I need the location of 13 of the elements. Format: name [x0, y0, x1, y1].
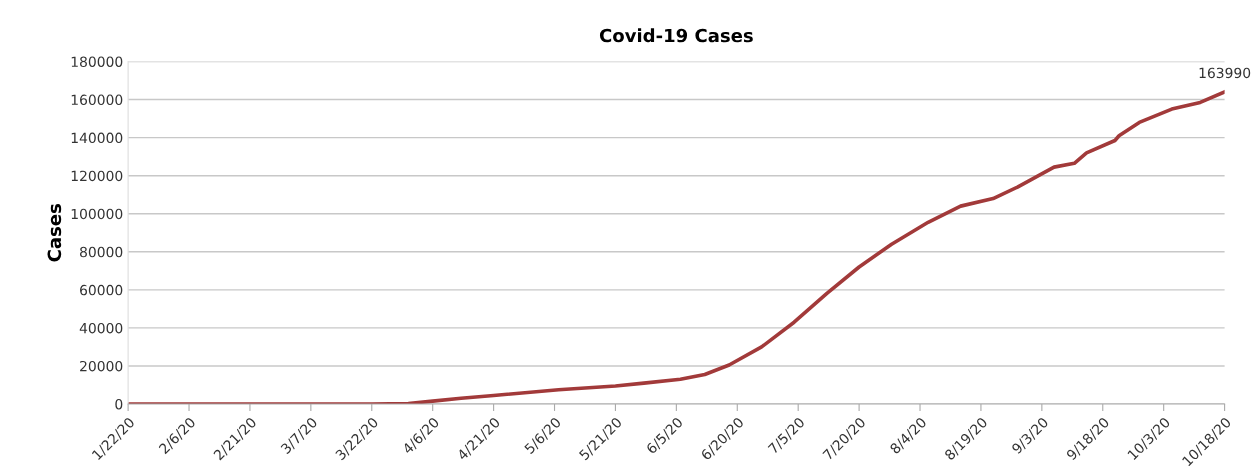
- y-tick-label: 180000: [71, 56, 123, 67]
- y-tick-label: 120000: [71, 170, 123, 182]
- annotation: 163990: [1199, 67, 1251, 79]
- y-tick-label: 140000: [71, 132, 123, 144]
- y-tick-label: 160000: [71, 94, 123, 106]
- y-tick-label: 80000: [80, 246, 123, 258]
- y-tick-label: 40000: [79, 322, 123, 334]
- y-tick-label: 60000: [80, 284, 123, 296]
- chart-title: Covid-19 Cases: [599, 28, 753, 43]
- y-axis-title: Cases: [47, 204, 62, 262]
- y-tick-label: 0: [115, 398, 123, 410]
- y-tick-label: 20000: [80, 360, 123, 372]
- y-tick-label: 100000: [71, 208, 123, 220]
